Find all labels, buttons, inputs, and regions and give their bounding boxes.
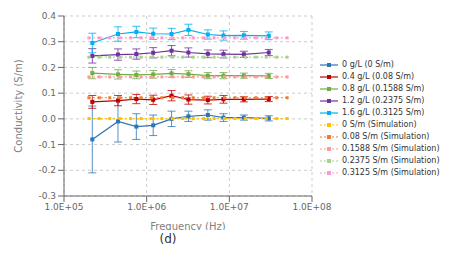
html-text:1.6 g/L (0.3125 S/m): 1.6 g/L (0.3125 S/m): [342, 108, 425, 117]
svg-text:0.1: 0.1: [42, 88, 56, 98]
svg-text:1.0E+06: 1.0E+06: [127, 202, 166, 212]
svg-text:-0.2: -0.2: [38, 165, 56, 175]
html-text:0.1588 S/m (Simulation): 0.1588 S/m (Simulation): [342, 144, 440, 153]
html-text:0.08 S/m (Simulation): 0.08 S/m (Simulation): [342, 132, 430, 141]
svg-text:0.4: 0.4: [42, 11, 57, 21]
svg-text:1.0E+07: 1.0E+07: [210, 202, 249, 212]
svg-text:Conductivity (S/m): Conductivity (S/m): [13, 59, 24, 152]
html-text:(d): (d): [159, 232, 177, 246]
html-text:0.3125 S/m (Simulation): 0.3125 S/m (Simulation): [342, 168, 440, 177]
html-text:0 S/m (Simulation): 0 S/m (Simulation): [342, 120, 417, 129]
svg-text:0.3: 0.3: [42, 37, 56, 47]
svg-text:0.2: 0.2: [42, 63, 56, 73]
svg-text:0.0: 0.0: [42, 114, 57, 124]
html-text:0.8 g/L (0.1588 S/m): 0.8 g/L (0.1588 S/m): [342, 84, 425, 93]
svg-text:1.0E+08: 1.0E+08: [293, 202, 332, 212]
html-text:0.4 g/L (0.08 S/m): 0.4 g/L (0.08 S/m): [342, 72, 415, 81]
svg-text:Frequency (Hz): Frequency (Hz): [150, 221, 226, 230]
html-text:0 g/L (0 S/m): 0 g/L (0 S/m): [342, 60, 394, 69]
html-text:0.2375 S/m (Simulation): 0.2375 S/m (Simulation): [342, 156, 440, 165]
svg-text:1.0E+05: 1.0E+05: [45, 202, 84, 212]
html-text:1.2 g/L (0.2375 S/m): 1.2 g/L (0.2375 S/m): [342, 96, 425, 105]
svg-text:-0.3: -0.3: [38, 191, 56, 201]
svg-text:-0.1: -0.1: [38, 140, 56, 150]
